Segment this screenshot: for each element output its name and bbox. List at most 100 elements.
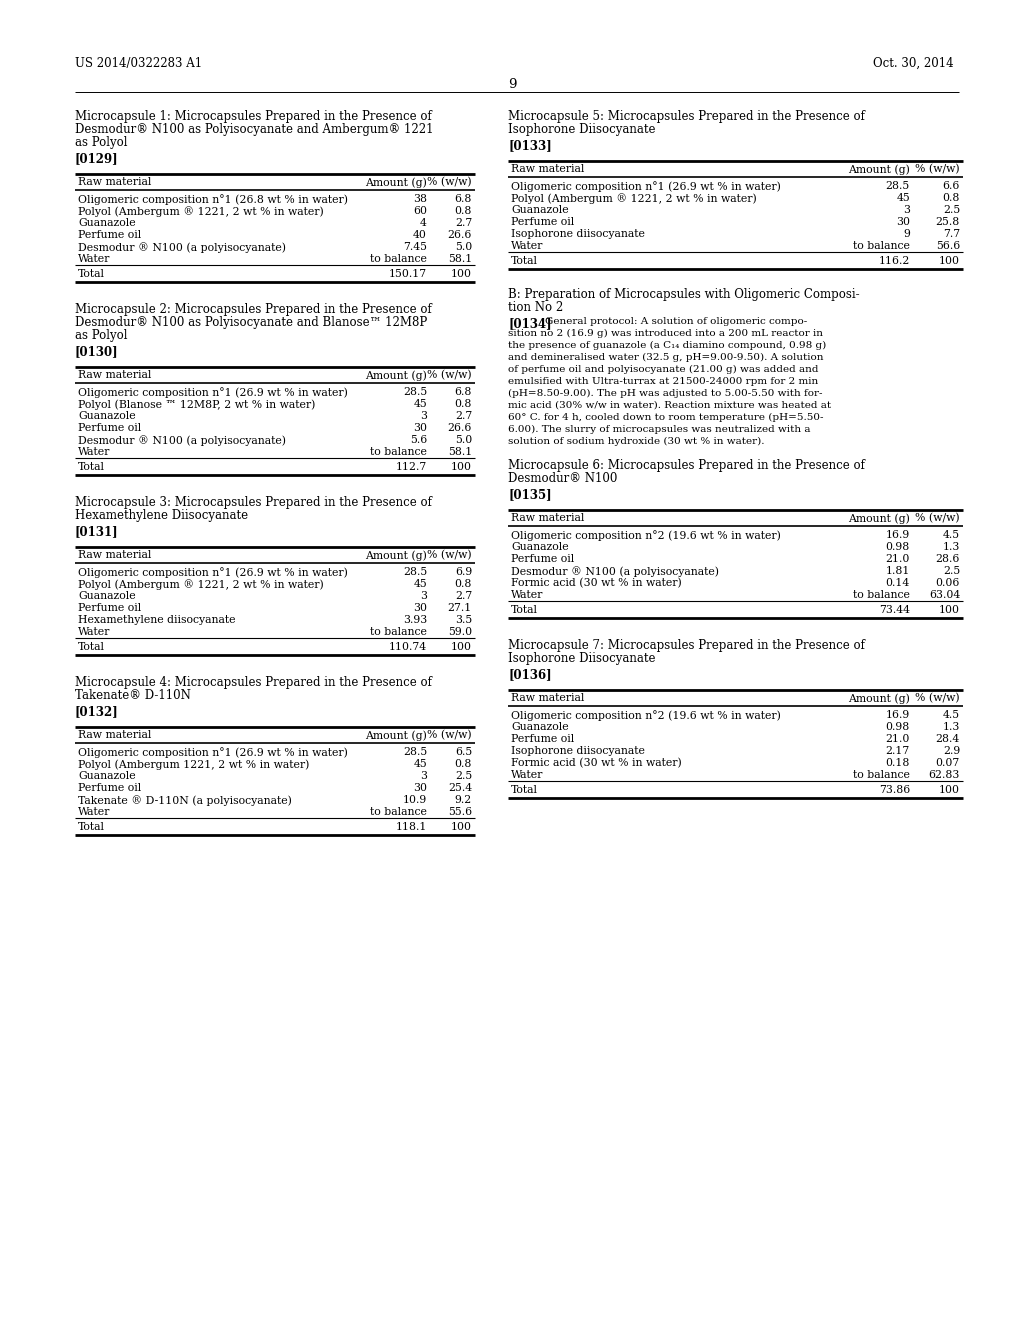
Text: Total: Total	[511, 785, 538, 795]
Text: sition no 2 (16.9 g) was introduced into a 200 mL reactor in: sition no 2 (16.9 g) was introduced into…	[508, 329, 823, 338]
Text: Oligomeric composition n°1 (26.9 wt % in water): Oligomeric composition n°1 (26.9 wt % in…	[511, 181, 781, 191]
Text: 0.8: 0.8	[455, 579, 472, 589]
Text: 0.18: 0.18	[886, 758, 910, 768]
Text: Desmodur® N100: Desmodur® N100	[508, 473, 617, 484]
Text: Water: Water	[78, 807, 111, 817]
Text: 100: 100	[451, 269, 472, 279]
Text: 100: 100	[939, 785, 961, 795]
Text: Water: Water	[511, 590, 544, 601]
Text: Guanazole: Guanazole	[78, 218, 135, 228]
Text: 0.07: 0.07	[936, 758, 961, 768]
Text: Microcapsule 6: Microcapsules Prepared in the Presence of: Microcapsule 6: Microcapsules Prepared i…	[508, 459, 865, 473]
Text: 6.6: 6.6	[943, 181, 961, 191]
Text: 2.5: 2.5	[943, 566, 961, 576]
Text: B: Preparation of Microcapsules with Oligomeric Composi-: B: Preparation of Microcapsules with Oli…	[508, 288, 859, 301]
Text: to balance: to balance	[370, 807, 427, 817]
Text: 3: 3	[420, 591, 427, 601]
Text: Desmodur® N100 as Polyisocyanate and Ambergum® 1221: Desmodur® N100 as Polyisocyanate and Amb…	[75, 123, 433, 136]
Text: 45: 45	[414, 579, 427, 589]
Text: Perfume oil: Perfume oil	[511, 554, 574, 564]
Text: Takenate ® D-110N (a polyisocyanate): Takenate ® D-110N (a polyisocyanate)	[78, 795, 292, 805]
Text: 60° C. for 4 h, cooled down to room temperature (pH=5.50-: 60° C. for 4 h, cooled down to room temp…	[508, 413, 823, 422]
Text: Isophorone diisocyanate: Isophorone diisocyanate	[511, 228, 645, 239]
Text: Raw material: Raw material	[511, 513, 585, 523]
Text: Microcapsule 4: Microcapsules Prepared in the Presence of: Microcapsule 4: Microcapsules Prepared i…	[75, 676, 432, 689]
Text: 150.17: 150.17	[389, 269, 427, 279]
Text: 55.6: 55.6	[447, 807, 472, 817]
Text: Total: Total	[78, 642, 105, 652]
Text: 0.8: 0.8	[455, 759, 472, 770]
Text: 2.7: 2.7	[455, 411, 472, 421]
Text: Oligomeric composition n°1 (26.9 wt % in water): Oligomeric composition n°1 (26.9 wt % in…	[78, 568, 348, 578]
Text: Isophorone diisocyanate: Isophorone diisocyanate	[511, 746, 645, 756]
Text: General protocol: A solution of oligomeric compo-: General protocol: A solution of oligomer…	[545, 317, 807, 326]
Text: Guanazole: Guanazole	[78, 591, 135, 601]
Text: Desmodur ® N100 (a polyisocyanate): Desmodur ® N100 (a polyisocyanate)	[511, 566, 719, 577]
Text: Polyol (Ambergum ® 1221, 2 wt % in water): Polyol (Ambergum ® 1221, 2 wt % in water…	[78, 579, 324, 590]
Text: Desmodur ® N100 (a polyisocyanate): Desmodur ® N100 (a polyisocyanate)	[78, 436, 286, 446]
Text: Polyol (Ambergum 1221, 2 wt % in water): Polyol (Ambergum 1221, 2 wt % in water)	[78, 759, 309, 770]
Text: Oligomeric composition n°1 (26.9 wt % in water): Oligomeric composition n°1 (26.9 wt % in…	[78, 387, 348, 397]
Text: Amount (g): Amount (g)	[366, 730, 427, 741]
Text: 28.5: 28.5	[402, 747, 427, 756]
Text: Raw material: Raw material	[511, 164, 585, 174]
Text: 1.3: 1.3	[943, 722, 961, 733]
Text: 16.9: 16.9	[886, 710, 910, 719]
Text: 28.6: 28.6	[936, 554, 961, 564]
Text: 100: 100	[451, 642, 472, 652]
Text: 26.6: 26.6	[447, 422, 472, 433]
Text: Raw material: Raw material	[78, 730, 152, 741]
Text: 28.5: 28.5	[886, 181, 910, 191]
Text: 116.2: 116.2	[879, 256, 910, 267]
Text: 2.5: 2.5	[943, 205, 961, 215]
Text: 0.8: 0.8	[943, 193, 961, 203]
Text: Water: Water	[78, 447, 111, 457]
Text: Desmodur® N100 as Polyisocyanate and Blanose™ 12M8P: Desmodur® N100 as Polyisocyanate and Bla…	[75, 315, 427, 329]
Text: 30: 30	[896, 216, 910, 227]
Text: % (w/w): % (w/w)	[915, 693, 961, 704]
Text: Amount (g): Amount (g)	[366, 177, 427, 187]
Text: Polyol (Blanose ™ 12M8P, 2 wt % in water): Polyol (Blanose ™ 12M8P, 2 wt % in water…	[78, 399, 315, 409]
Text: 0.8: 0.8	[455, 206, 472, 216]
Text: 0.06: 0.06	[936, 578, 961, 587]
Text: 100: 100	[451, 822, 472, 832]
Text: 110.74: 110.74	[389, 642, 427, 652]
Text: 59.0: 59.0	[447, 627, 472, 638]
Text: to balance: to balance	[370, 627, 427, 638]
Text: Oligomeric composition n°2 (19.6 wt % in water): Oligomeric composition n°2 (19.6 wt % in…	[511, 531, 781, 541]
Text: 7.45: 7.45	[403, 242, 427, 252]
Text: 100: 100	[939, 605, 961, 615]
Text: 62.83: 62.83	[929, 770, 961, 780]
Text: 0.98: 0.98	[886, 722, 910, 733]
Text: emulsified with Ultra-turrax at 21500-24000 rpm for 2 min: emulsified with Ultra-turrax at 21500-24…	[508, 378, 818, 385]
Text: [0133]: [0133]	[508, 139, 552, 152]
Text: Perfume oil: Perfume oil	[78, 603, 141, 612]
Text: 2.5: 2.5	[455, 771, 472, 781]
Text: to balance: to balance	[853, 590, 910, 601]
Text: solution of sodium hydroxide (30 wt % in water).: solution of sodium hydroxide (30 wt % in…	[508, 437, 765, 446]
Text: Guanazole: Guanazole	[78, 411, 135, 421]
Text: Oligomeric composition n°1 (26.9 wt % in water): Oligomeric composition n°1 (26.9 wt % in…	[78, 747, 348, 758]
Text: Microcapsule 5: Microcapsules Prepared in the Presence of: Microcapsule 5: Microcapsules Prepared i…	[508, 110, 865, 123]
Text: 28.4: 28.4	[936, 734, 961, 744]
Text: Raw material: Raw material	[78, 550, 152, 560]
Text: 2.7: 2.7	[455, 591, 472, 601]
Text: as Polyol: as Polyol	[75, 136, 128, 149]
Text: 6.8: 6.8	[455, 387, 472, 397]
Text: Total: Total	[511, 605, 538, 615]
Text: 0.14: 0.14	[886, 578, 910, 587]
Text: Water: Water	[78, 627, 111, 638]
Text: 4.5: 4.5	[943, 531, 961, 540]
Text: 30: 30	[413, 422, 427, 433]
Text: and demineralised water (32.5 g, pH=9.00-9.50). A solution: and demineralised water (32.5 g, pH=9.00…	[508, 352, 823, 362]
Text: 2.17: 2.17	[886, 746, 910, 756]
Text: to balance: to balance	[853, 770, 910, 780]
Text: 6.5: 6.5	[455, 747, 472, 756]
Text: 100: 100	[939, 256, 961, 267]
Text: 27.1: 27.1	[447, 603, 472, 612]
Text: 28.5: 28.5	[402, 387, 427, 397]
Text: Raw material: Raw material	[78, 177, 152, 187]
Text: % (w/w): % (w/w)	[915, 164, 961, 174]
Text: Microcapsule 2: Microcapsules Prepared in the Presence of: Microcapsule 2: Microcapsules Prepared i…	[75, 304, 432, 315]
Text: (pH=8.50-9.00). The pH was adjusted to 5.00-5.50 with for-: (pH=8.50-9.00). The pH was adjusted to 5…	[508, 389, 822, 399]
